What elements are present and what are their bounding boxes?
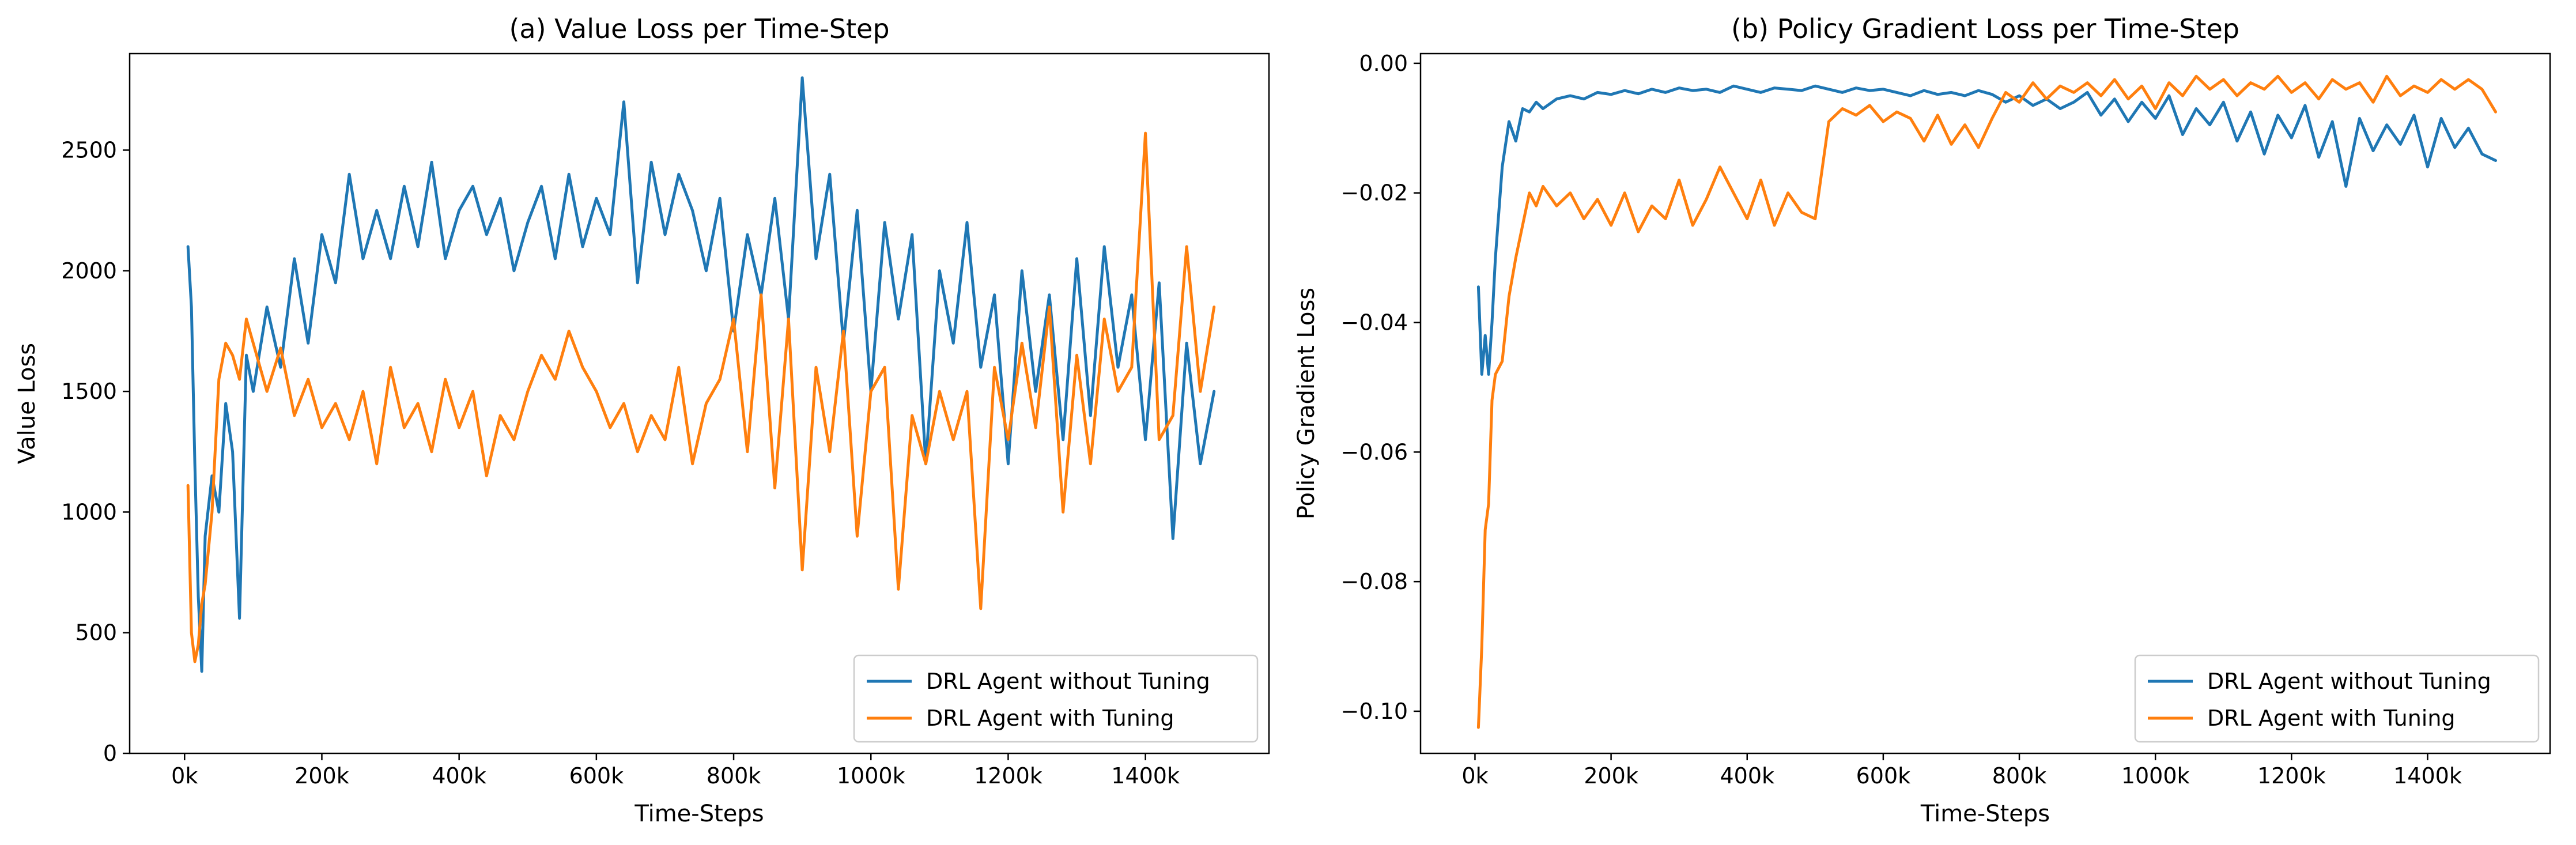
series-line-without-tuning	[1476, 84, 2497, 376]
x-tick-label: 800k	[707, 763, 761, 789]
x-tick-label: 1400k	[2393, 763, 2462, 789]
x-tick-label: 200k	[294, 763, 349, 789]
legend: DRL Agent without Tuning DRL Agent with T…	[853, 654, 1259, 743]
legend: DRL Agent without Tuning DRL Agent with T…	[2134, 654, 2540, 743]
y-axis-label: Value Loss	[14, 343, 40, 464]
x-axis-label: Time-Steps	[1920, 801, 2050, 827]
y-tick-label: 0	[103, 741, 117, 766]
legend-label: DRL Agent without Tuning	[2207, 669, 2491, 694]
x-axis-label: Time-Steps	[634, 801, 764, 827]
panel-policy-gradient-loss: 0k 200k 400k 600k 800k 1000k 1200k 1400k 0.00 −0.…	[1293, 13, 2551, 827]
legend-box	[2134, 654, 2540, 743]
legend-label: DRL Agent without Tuning	[926, 669, 1210, 694]
x-tick-label: 1000k	[837, 763, 905, 789]
x-tick-label: 800k	[1992, 763, 2047, 789]
x-tick-label: 600k	[1856, 763, 1911, 789]
legend-label: DRL Agent with Tuning	[926, 706, 1174, 731]
y-tick-label: 1000	[61, 499, 117, 525]
x-tick-label: 1200k	[2257, 763, 2326, 789]
x-tick-label: 1000k	[2121, 763, 2190, 789]
y-tick-label: −0.02	[1341, 180, 1408, 206]
legend-box	[853, 654, 1259, 743]
y-tick-label: −0.04	[1341, 310, 1408, 335]
axes-frame	[1419, 52, 2551, 755]
y-tick-label: 500	[75, 620, 117, 646]
y-tick-label: 0.00	[1359, 51, 1408, 76]
series-line-with-tuning	[1476, 74, 2497, 729]
y-tick-label: −0.10	[1341, 699, 1408, 724]
axes-frame	[129, 52, 1270, 755]
series-line-without-tuning	[186, 76, 1216, 673]
legend-label: DRL Agent with Tuning	[2207, 706, 2456, 731]
x-tick-label: 1400k	[1111, 763, 1180, 789]
x-tick-label: 1200k	[974, 763, 1043, 789]
y-tick-label: 2500	[61, 137, 117, 163]
x-tick-label: 400k	[1720, 763, 1774, 789]
x-tick-label: 400k	[432, 763, 486, 789]
y-tick-label: 2000	[61, 258, 117, 284]
x-tick-label: 600k	[569, 763, 624, 789]
panel-value-loss: 0k 200k 400k 600k 800k 1000k 1200k 1400k 0 500 100…	[14, 13, 1270, 827]
x-tick-label: 200k	[1584, 763, 1638, 789]
y-tick-label: −0.06	[1341, 439, 1408, 465]
y-tick-label: −0.08	[1341, 569, 1408, 594]
series-line-with-tuning	[186, 131, 1216, 663]
x-tick-label: 0k	[1461, 763, 1488, 789]
y-axis-label: Policy Gradient Loss	[1293, 288, 1320, 519]
chart-title: (a) Value Loss per Time-Step	[509, 13, 889, 44]
x-tick-label: 0k	[171, 763, 198, 789]
y-tick-label: 1500	[61, 379, 117, 404]
chart-title: (b) Policy Gradient Loss per Time-Step	[1731, 13, 2239, 44]
